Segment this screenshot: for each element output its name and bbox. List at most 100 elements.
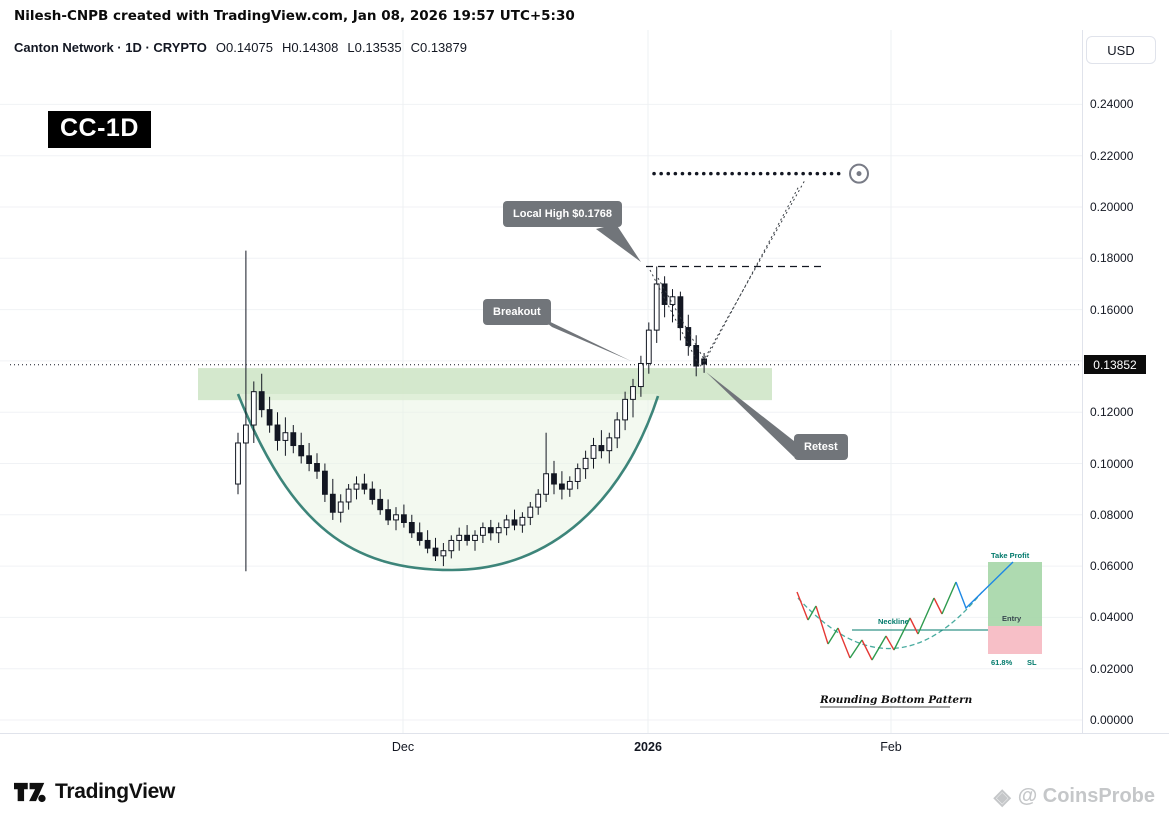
candle-body: [543, 473, 550, 495]
candle-body: [274, 424, 281, 441]
inset-sl-label: SL: [1027, 658, 1037, 667]
candle-body: [661, 283, 668, 305]
last-price-badge: 0.13852: [1084, 355, 1146, 375]
candle-body: [519, 516, 526, 526]
inset-take-profit-label: Take Profit: [991, 551, 1030, 560]
symbol-title: Canton Network · 1D · CRYPTO: [14, 40, 207, 55]
projection-path: [657, 185, 800, 363]
candle-body: [464, 534, 471, 541]
close-value: C0.13879: [410, 40, 467, 55]
candle-body: [630, 386, 636, 400]
price-axis-label: 0.20000: [1090, 200, 1134, 214]
price-axis-label: 0.06000: [1090, 559, 1134, 574]
time-axis-label: 2026: [634, 740, 662, 754]
candle-body: [329, 493, 336, 513]
candle-body: [408, 521, 415, 534]
tradingview-brand-text: TradingView: [55, 780, 176, 803]
candle-body: [535, 493, 542, 508]
tradingview-logo-icon: [14, 782, 46, 803]
price-axis-label: 0.16000: [1090, 302, 1134, 317]
candle-body: [250, 391, 257, 426]
inset-title: Rounding Bottom Pattern: [819, 694, 972, 706]
time-axis[interactable]: Dec 2026 Feb: [0, 733, 1169, 763]
inset-entry-label: Entry: [1002, 614, 1022, 623]
candle-body: [448, 539, 455, 552]
candle-body: [440, 550, 447, 557]
tradingview-brand: TradingView: [14, 779, 175, 805]
candle-body: [322, 470, 328, 495]
price-target-icon-dot: [856, 171, 862, 177]
candle-body: [385, 509, 392, 521]
footer-bar: TradingView ◈ @ CoinsProbe: [0, 761, 1169, 828]
candle-body: [235, 442, 241, 485]
candle-body: [377, 498, 384, 511]
candle-body: [598, 445, 605, 452]
price-axis-label: 0.18000: [1090, 251, 1134, 266]
candle-body: [306, 455, 313, 464]
inset-fib-label: 61.8%: [991, 658, 1013, 667]
candle-body: [503, 519, 510, 529]
callout-local-high: Local High $0.1768: [503, 201, 623, 227]
candle-body: [574, 468, 581, 482]
candle-body: [638, 362, 644, 388]
symbol-legend: Canton Network · 1D · CRYPTO O0.14075 H0…: [14, 40, 467, 55]
candle-body: [337, 501, 344, 513]
candle-body: [685, 327, 692, 347]
candle-body: [266, 409, 273, 426]
chart-drawing-layer: [0, 30, 1082, 733]
candle-body: [416, 532, 423, 541]
projection-path: [649, 179, 806, 369]
inset-breakout-line: [955, 561, 1014, 610]
candle-body: [645, 329, 652, 364]
cup-fill: [238, 394, 658, 570]
candle-body: [511, 519, 518, 526]
price-axis-label: 0.02000: [1090, 661, 1134, 676]
candle-body: [677, 296, 684, 329]
candle-body: [495, 527, 502, 534]
coinsprobe-text: @ CoinsProbe: [1017, 785, 1155, 807]
candle-body: [559, 483, 565, 490]
candle-body: [614, 419, 621, 439]
candle-body: [653, 283, 660, 331]
candle-body: [472, 534, 478, 541]
inset-stop-zone: [988, 626, 1042, 654]
candle-body: [361, 483, 368, 490]
callout-retest: Retest: [794, 434, 848, 460]
chart-title-badge: CC-1D: [48, 111, 151, 148]
candle-body: [456, 534, 463, 541]
candle-body: [582, 457, 589, 470]
candle-body: [353, 483, 360, 490]
candle-body: [393, 514, 399, 521]
candle-body: [622, 398, 629, 421]
candle-body: [551, 473, 557, 485]
coinsprobe-watermark: ◈ @ CoinsProbe: [994, 785, 1155, 808]
inset-profit-zone: [988, 562, 1042, 626]
callout-tail-retest: [706, 372, 794, 457]
time-axis-label: Dec: [391, 740, 415, 754]
candle-body: [701, 358, 708, 365]
inset-cup-curve: [797, 591, 983, 650]
price-axis-label: 0.08000: [1090, 507, 1134, 522]
price-axis-label: 0.10000: [1090, 456, 1134, 471]
price-axis-label: 0.00000: [1090, 713, 1134, 727]
inset-zigzag-down: [796, 591, 943, 661]
currency-usd-button[interactable]: USD: [1086, 36, 1156, 64]
rounding-bottom-inset: Neckline Take Profit Entry 61.8% SL Roun…: [796, 551, 1042, 708]
callout-tail-local-high: [596, 224, 641, 262]
candle-body: [258, 391, 265, 411]
candle-body: [432, 547, 439, 557]
export-credit-bar: Nilesh-CNPB created with TradingView.com…: [0, 0, 1169, 30]
candle-body: [243, 424, 249, 444]
open-value: O0.14075: [215, 40, 273, 55]
low-value: L0.13535: [347, 40, 402, 55]
price-axis-label: 0.24000: [1090, 97, 1134, 112]
cup-curve: [236, 393, 660, 572]
candle-body: [424, 539, 431, 549]
candle-body: [282, 432, 289, 441]
price-axis[interactable]: 0.13852 0.24000 0.22000 0.20000 0.18000 0.16…: [1082, 30, 1169, 733]
inset-neckline-label: Neckline: [878, 617, 909, 626]
candle-body: [566, 480, 573, 490]
price-axis-label: 0.04000: [1090, 610, 1134, 625]
time-axis-label: Feb: [880, 740, 902, 754]
